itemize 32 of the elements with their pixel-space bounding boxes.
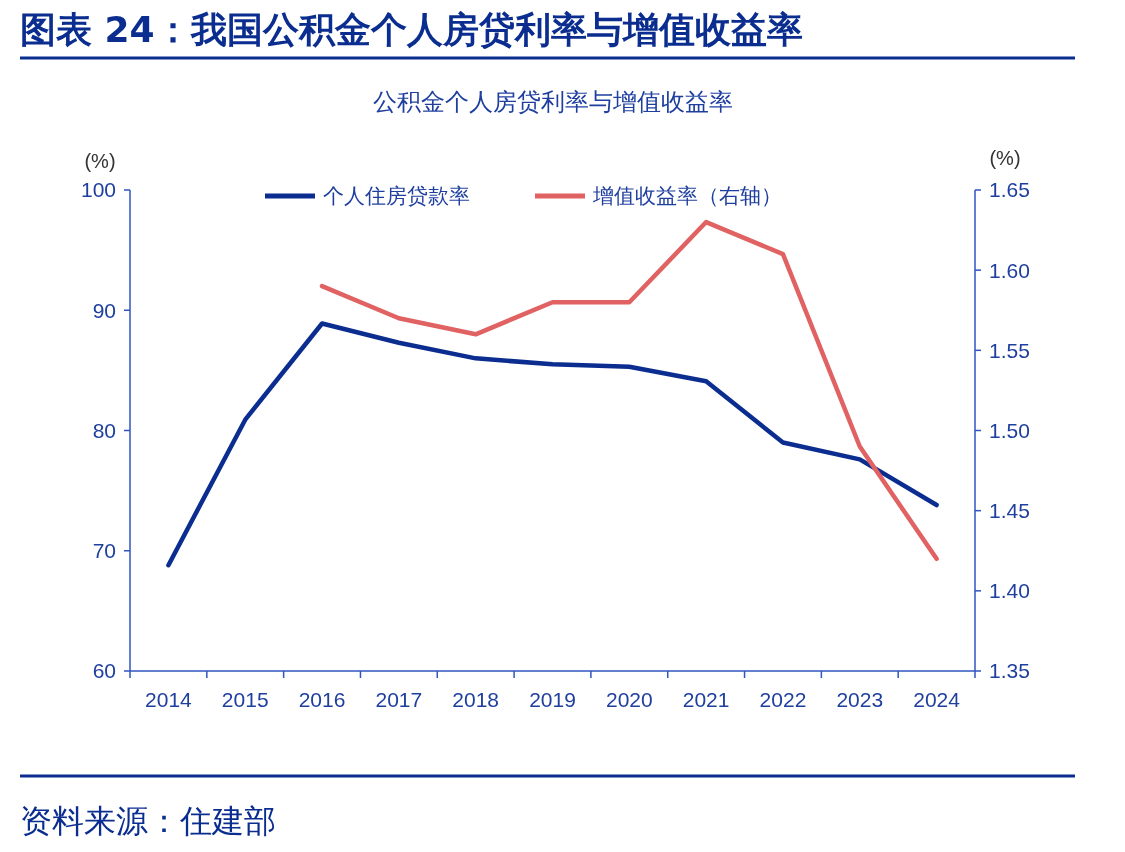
x-tick-label: 2021	[682, 688, 730, 711]
y-tick-label: 90	[92, 298, 116, 322]
chart-subtitle: 公积金个人房贷利率与增值收益率	[372, 88, 733, 115]
y2-tick-label: 1.65	[989, 178, 1030, 202]
y-tick-label: 100	[80, 178, 116, 202]
x-tick-label: 2022	[759, 688, 807, 711]
x-tick-label: 2015	[221, 688, 269, 711]
x-tick-label: 2023	[836, 688, 884, 711]
y2-tick-label: 1.45	[989, 499, 1030, 523]
x-tick-label: 2020	[605, 688, 653, 711]
x-tick-label: 2016	[298, 688, 346, 711]
y2-tick-label: 1.35	[989, 659, 1030, 683]
legend-label: 增值收益率（右轴）	[592, 184, 782, 208]
y-tick-label: 60	[92, 659, 116, 683]
y-tick-label: 80	[92, 418, 116, 442]
text: 资料来源：住建部	[20, 803, 276, 839]
x-tick-label: 2017	[375, 688, 423, 711]
y2-axis-title: (%)	[989, 147, 1021, 169]
x-tick-label: 2024	[913, 688, 961, 711]
x-tick-label: 2019	[529, 688, 576, 711]
y2-tick-label: 1.40	[989, 579, 1030, 603]
chart-title: 图表 24：我国公积金个人房贷利率与增值收益率	[20, 9, 803, 50]
x-tick-label: 2014	[145, 688, 193, 711]
y2-tick-label: 1.55	[989, 338, 1030, 362]
y2-tick-label: 1.50	[989, 418, 1030, 442]
y-tick-label: 70	[92, 539, 116, 563]
y-axis-title: (%)	[84, 150, 116, 172]
x-tick-label: 2018	[452, 688, 500, 711]
line-series	[166, 321, 939, 568]
legend-label: 个人住房贷款率	[323, 184, 470, 208]
y2-tick-label: 1.60	[989, 258, 1030, 282]
line-series	[319, 219, 939, 562]
